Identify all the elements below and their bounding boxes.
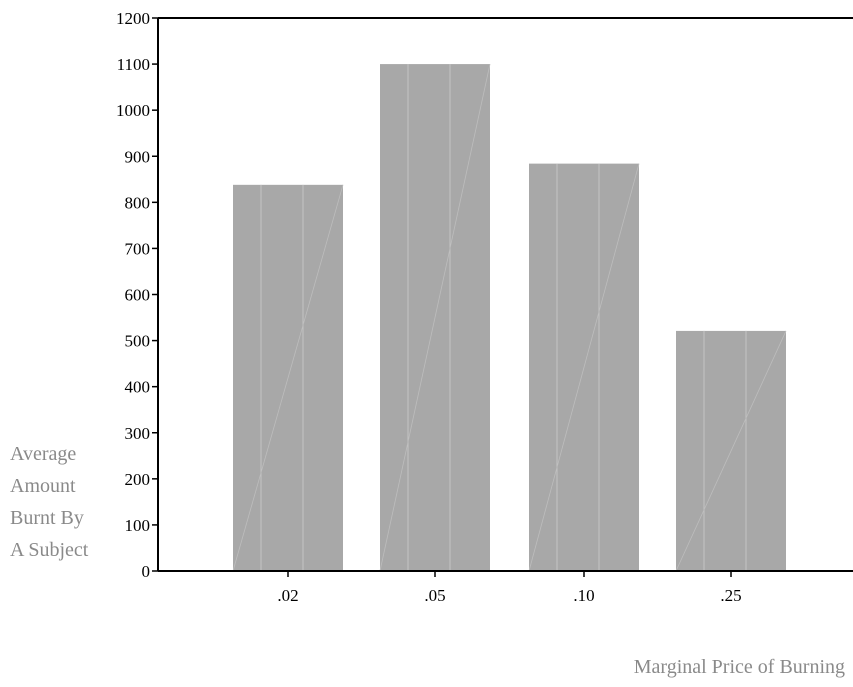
y-tick-label: 400 [125,378,151,397]
bars-group [233,64,786,571]
y-tick-label: 300 [125,424,151,443]
y-axis-title: Average Amount Burnt By A Subject [10,443,89,561]
x-axis-title: Marginal Price of Burning [634,656,845,678]
x-tick-label: .10 [573,586,594,605]
y-tick-label: 1200 [116,9,150,28]
x-tick-label: .25 [720,586,741,605]
x-axis-ticks: .02 .05 .10 .25 [277,571,741,605]
y-tick-label: 100 [125,516,151,535]
y-tick-label: 600 [125,286,151,305]
y-tick-label: 900 [125,147,151,166]
y-tick-label: 700 [125,239,151,258]
x-tick-label: .02 [277,586,298,605]
y-tick-label: 0 [142,562,151,581]
y-axis-title-line: Amount [10,475,76,497]
y-tick-label: 200 [125,470,151,489]
y-axis-title-line: Average [10,443,76,465]
y-axis-ticks: 0 100 200 300 400 500 600 700 800 900 1000 1100 1200 [116,9,158,581]
y-tick-label: 1000 [116,101,150,120]
y-tick-label: 800 [125,193,151,212]
y-tick-label: 1100 [117,55,150,74]
y-axis-title-line: A Subject [10,539,89,561]
y-axis-title-line: Burnt By [10,507,84,529]
x-tick-label: .05 [424,586,445,605]
y-tick-label: 500 [125,332,151,351]
